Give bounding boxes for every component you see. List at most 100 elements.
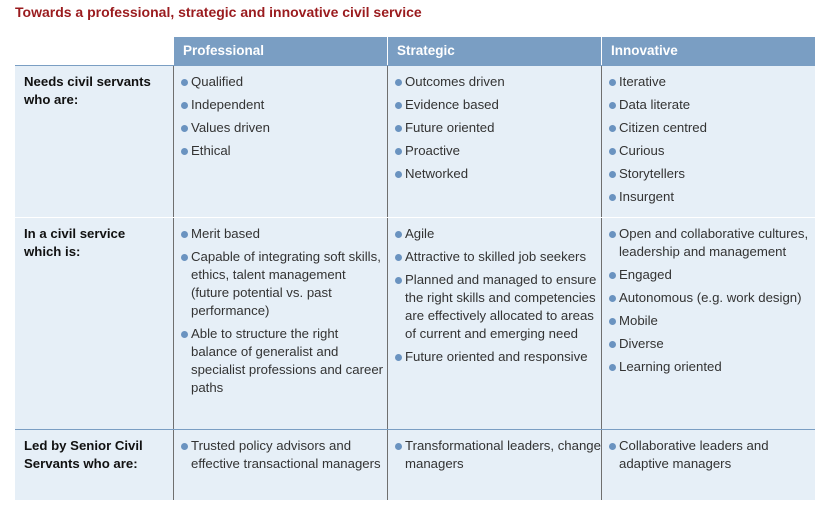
bullet-dot-icon [181, 79, 188, 86]
list-item-text: Independent [191, 97, 265, 112]
header-innovative: Innovative [601, 37, 815, 65]
list-item-text: Open and collaborative cultures, leaders… [619, 226, 809, 259]
list-item-text: Mobile [619, 313, 658, 328]
list-item: Collaborative leaders and adaptive manag… [608, 437, 815, 473]
bullet-dot-icon [181, 254, 188, 261]
row-label: Led by Senior Civil Servants who are: [15, 430, 173, 500]
row-label-line: which is: [24, 244, 81, 259]
table-row: In a civil service which is: Merit based… [15, 217, 815, 429]
bullet-dot-icon [609, 148, 616, 155]
bullet-dot-icon [181, 231, 188, 238]
list-item: Data literate [608, 96, 815, 114]
bullet-dot-icon [609, 318, 616, 325]
bullet-dot-icon [395, 148, 402, 155]
list-item: Agile [394, 225, 601, 243]
cell-strategic: Transformational leaders, change manager… [387, 430, 601, 500]
list-item: Transformational leaders, change manager… [394, 437, 601, 473]
list-item: Qualified [180, 73, 387, 91]
bullet-dot-icon [181, 331, 188, 338]
header-strategic: Strategic [387, 37, 601, 65]
bullet-dot-icon [395, 443, 402, 450]
bullet-dot-icon [395, 79, 402, 86]
list-item-text: Collaborative leaders and adaptive manag… [619, 438, 769, 471]
bullet-dot-icon [181, 125, 188, 132]
list-item-text: Autonomous (e.g. work design) [619, 290, 802, 305]
list-item: Networked [394, 165, 601, 183]
list-item: Mobile [608, 312, 815, 330]
list-item: Learning oriented [608, 358, 815, 376]
row-label: Needs civil servants who are: [15, 66, 173, 217]
list-item-text: Iterative [619, 74, 666, 89]
list-item-text: Trusted policy advisors and effective tr… [191, 438, 381, 471]
cell-professional: Trusted policy advisors and effective tr… [173, 430, 387, 500]
list-item: Trusted policy advisors and effective tr… [180, 437, 387, 473]
cell-innovative: Collaborative leaders and adaptive manag… [601, 430, 815, 500]
bullet-dot-icon [609, 295, 616, 302]
list-item-text: Transformational leaders, change manager… [405, 438, 601, 471]
bullet-dot-icon [609, 231, 616, 238]
list-item-text: Data literate [619, 97, 691, 112]
list-item-text: Merit based [191, 226, 260, 241]
list-item: Values driven [180, 119, 387, 137]
bullet-dot-icon [609, 79, 616, 86]
bullet-list: Iterative Data literate Citizen centred Cur… [608, 73, 815, 206]
list-item-text: Outcomes driven [405, 74, 505, 89]
list-item: Planned and managed to ensure the right … [394, 271, 601, 343]
list-item-text: Values driven [191, 120, 270, 135]
list-item: Merit based [180, 225, 387, 243]
list-item: Autonomous (e.g. work design) [608, 289, 815, 307]
list-item-text: Engaged [619, 267, 672, 282]
row-label: In a civil service which is: [15, 218, 173, 429]
list-item-text: Citizen centred [619, 120, 707, 135]
bullet-dot-icon [395, 125, 402, 132]
list-item-text: Evidence based [405, 97, 499, 112]
list-item: Capable of integrating soft skills, ethi… [180, 248, 387, 320]
bullet-dot-icon [395, 231, 402, 238]
cell-innovative: Open and collaborative cultures, leaders… [601, 218, 815, 429]
bullet-list: Agile Attractive to skilled job seekers Pl… [394, 225, 601, 366]
list-item: Attractive to skilled job seekers [394, 248, 601, 266]
list-item-text: Learning oriented [619, 359, 722, 374]
header-empty-cell [15, 37, 173, 65]
list-item: Insurgent [608, 188, 815, 206]
bullet-list: Trusted policy advisors and effective tr… [180, 437, 387, 473]
list-item: Citizen centred [608, 119, 815, 137]
list-item-text: Curious [619, 143, 665, 158]
list-item-text: Attractive to skilled job seekers [405, 249, 587, 264]
bullet-dot-icon [609, 102, 616, 109]
list-item: Outcomes driven [394, 73, 601, 91]
list-item-text: Capable of integrating soft skills, ethi… [191, 249, 381, 318]
bullet-dot-icon [181, 148, 188, 155]
list-item-text: Agile [405, 226, 435, 241]
page-title: Towards a professional, strategic and in… [15, 4, 422, 20]
list-item: Future oriented and responsive [394, 348, 601, 366]
list-item: Able to structure the right balance of g… [180, 325, 387, 397]
list-item: Proactive [394, 142, 601, 160]
bullet-list: Open and collaborative cultures, leaders… [608, 225, 815, 376]
bullet-dot-icon [395, 102, 402, 109]
bullet-dot-icon [395, 254, 402, 261]
list-item-text: Insurgent [619, 189, 674, 204]
list-item-text: Ethical [191, 143, 231, 158]
list-item-text: Proactive [405, 143, 460, 158]
bullet-dot-icon [181, 443, 188, 450]
bullet-list: Qualified Independent Values driven Ethical [180, 73, 387, 160]
header-professional: Professional [173, 37, 387, 65]
bullet-dot-icon [609, 443, 616, 450]
bullet-dot-icon [609, 125, 616, 132]
bullet-list: Collaborative leaders and adaptive manag… [608, 437, 815, 473]
bullet-dot-icon [609, 171, 616, 178]
bullet-list: Transformational leaders, change manager… [394, 437, 601, 473]
cell-innovative: Iterative Data literate Citizen centred Cur… [601, 66, 815, 217]
list-item: Future oriented [394, 119, 601, 137]
list-item: Open and collaborative cultures, leaders… [608, 225, 815, 261]
row-label-line: In a civil service [24, 226, 126, 241]
list-item-text: Diverse [619, 336, 664, 351]
list-item: Ethical [180, 142, 387, 160]
list-item: Diverse [608, 335, 815, 353]
row-label-line: Led by Senior Civil [24, 438, 143, 453]
list-item-text: Networked [405, 166, 469, 181]
list-item-text: Qualified [191, 74, 244, 89]
bullet-dot-icon [609, 194, 616, 201]
row-label-line: Servants who are: [24, 456, 138, 471]
